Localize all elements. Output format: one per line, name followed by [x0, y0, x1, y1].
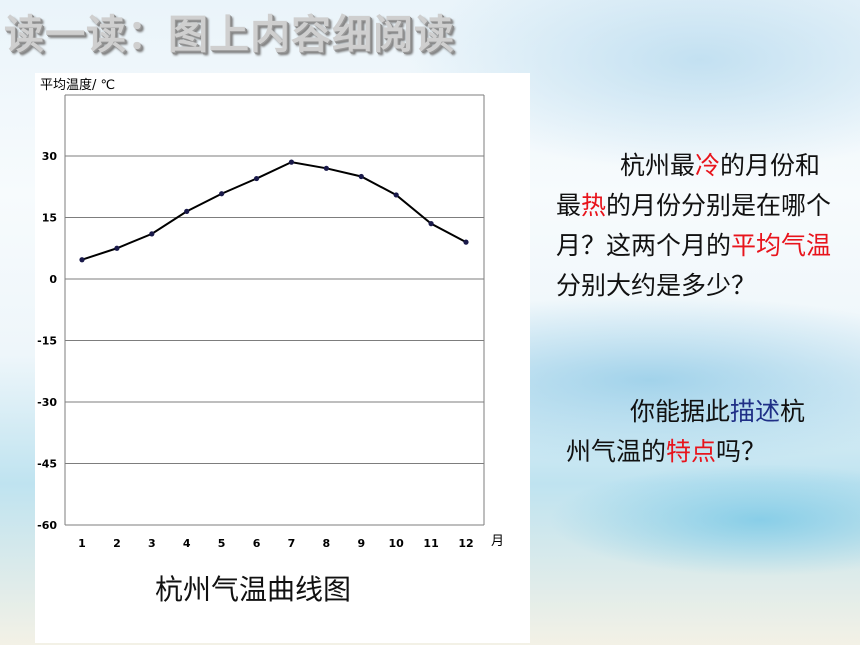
x-tick-4: 4 — [183, 537, 191, 550]
q2-text-1: 你能据此 — [630, 397, 731, 426]
x-tick-8: 8 — [323, 537, 331, 550]
x-tick-3: 3 — [148, 537, 156, 550]
q1-highlight-hot: 热 — [581, 191, 607, 220]
y-tick--15: -15 — [37, 335, 57, 348]
y-tick-15: 15 — [42, 212, 57, 225]
x-tick-5: 5 — [218, 537, 226, 550]
y-tick--30: -30 — [37, 396, 57, 409]
y-tick--45: -45 — [37, 458, 57, 471]
temperature-line — [81, 161, 467, 261]
x-axis-label: 月 — [491, 534, 504, 549]
q2-highlight-features: 特点 — [666, 437, 717, 466]
question-coldest-hottest: 杭州最冷的月份和最热的月份分别是在哪个月？这两个月的平均气温分别大约是多少？ — [556, 146, 836, 306]
y-tick-0: 0 — [49, 273, 57, 286]
y-tick-30: 30 — [42, 150, 58, 163]
y-tick--60: -60 — [37, 519, 57, 532]
grid-lines — [65, 94, 484, 526]
x-tick-11: 11 — [423, 537, 438, 550]
data-point-8 — [323, 165, 329, 171]
q2-text-2: 杭州气温的 — [566, 397, 806, 466]
data-point-7 — [288, 159, 295, 165]
q1-highlight-cold: 冷 — [695, 151, 721, 180]
q1-text-3: 的月份分别是在哪个月？这两个月的 — [556, 191, 832, 260]
q1-highlight-avg-temp: 平均气温 — [731, 231, 832, 260]
x-tick-12: 12 — [458, 537, 473, 550]
chart-caption: 杭州气温曲线图 — [155, 573, 352, 606]
y-axis-label: 平均温度/ ℃ — [40, 77, 115, 93]
series-line — [81, 161, 467, 261]
data-points — [79, 159, 469, 263]
q2-highlight-describe: 描述 — [730, 397, 781, 426]
q1-text-1: 杭州最 — [620, 151, 696, 180]
data-point-11 — [428, 221, 434, 227]
data-point-2 — [114, 245, 120, 251]
data-point-1 — [79, 257, 85, 263]
question-describe-features: 你能据此描述杭州气温的特点吗？ — [566, 392, 826, 472]
data-point-6 — [253, 175, 260, 182]
q1-text-2: 的月份和最 — [556, 151, 821, 220]
data-point-12 — [463, 239, 469, 245]
x-tick-9: 9 — [357, 537, 365, 550]
q2-text-3: 吗？ — [716, 437, 767, 466]
chart-panel: 平均温度/ ℃ 30 15 0 -15 -30 -45 -60 1 2 3 4 5 6 7 8 9 10 11 1… — [35, 73, 530, 643]
x-tick-10: 10 — [389, 537, 405, 550]
x-tick-labels: 1 2 3 4 5 6 7 8 9 10 11 12 — [78, 537, 473, 550]
x-tick-6: 6 — [253, 537, 261, 550]
x-tick-1: 1 — [78, 537, 86, 550]
axes — [64, 95, 485, 525]
data-point-5 — [219, 191, 225, 197]
data-point-10 — [393, 192, 399, 198]
data-point-9 — [358, 173, 364, 180]
data-point-4 — [184, 208, 190, 214]
x-tick-2: 2 — [113, 537, 121, 550]
data-point-3 — [149, 231, 155, 237]
x-tick-7: 7 — [288, 537, 296, 550]
y-tick-labels: 30 15 0 -15 -30 -45 -60 — [37, 150, 57, 532]
q1-text-4: 分别大约是多少？ — [556, 271, 757, 300]
slide-title: 读一读：图上内容细阅读 — [4, 12, 455, 58]
